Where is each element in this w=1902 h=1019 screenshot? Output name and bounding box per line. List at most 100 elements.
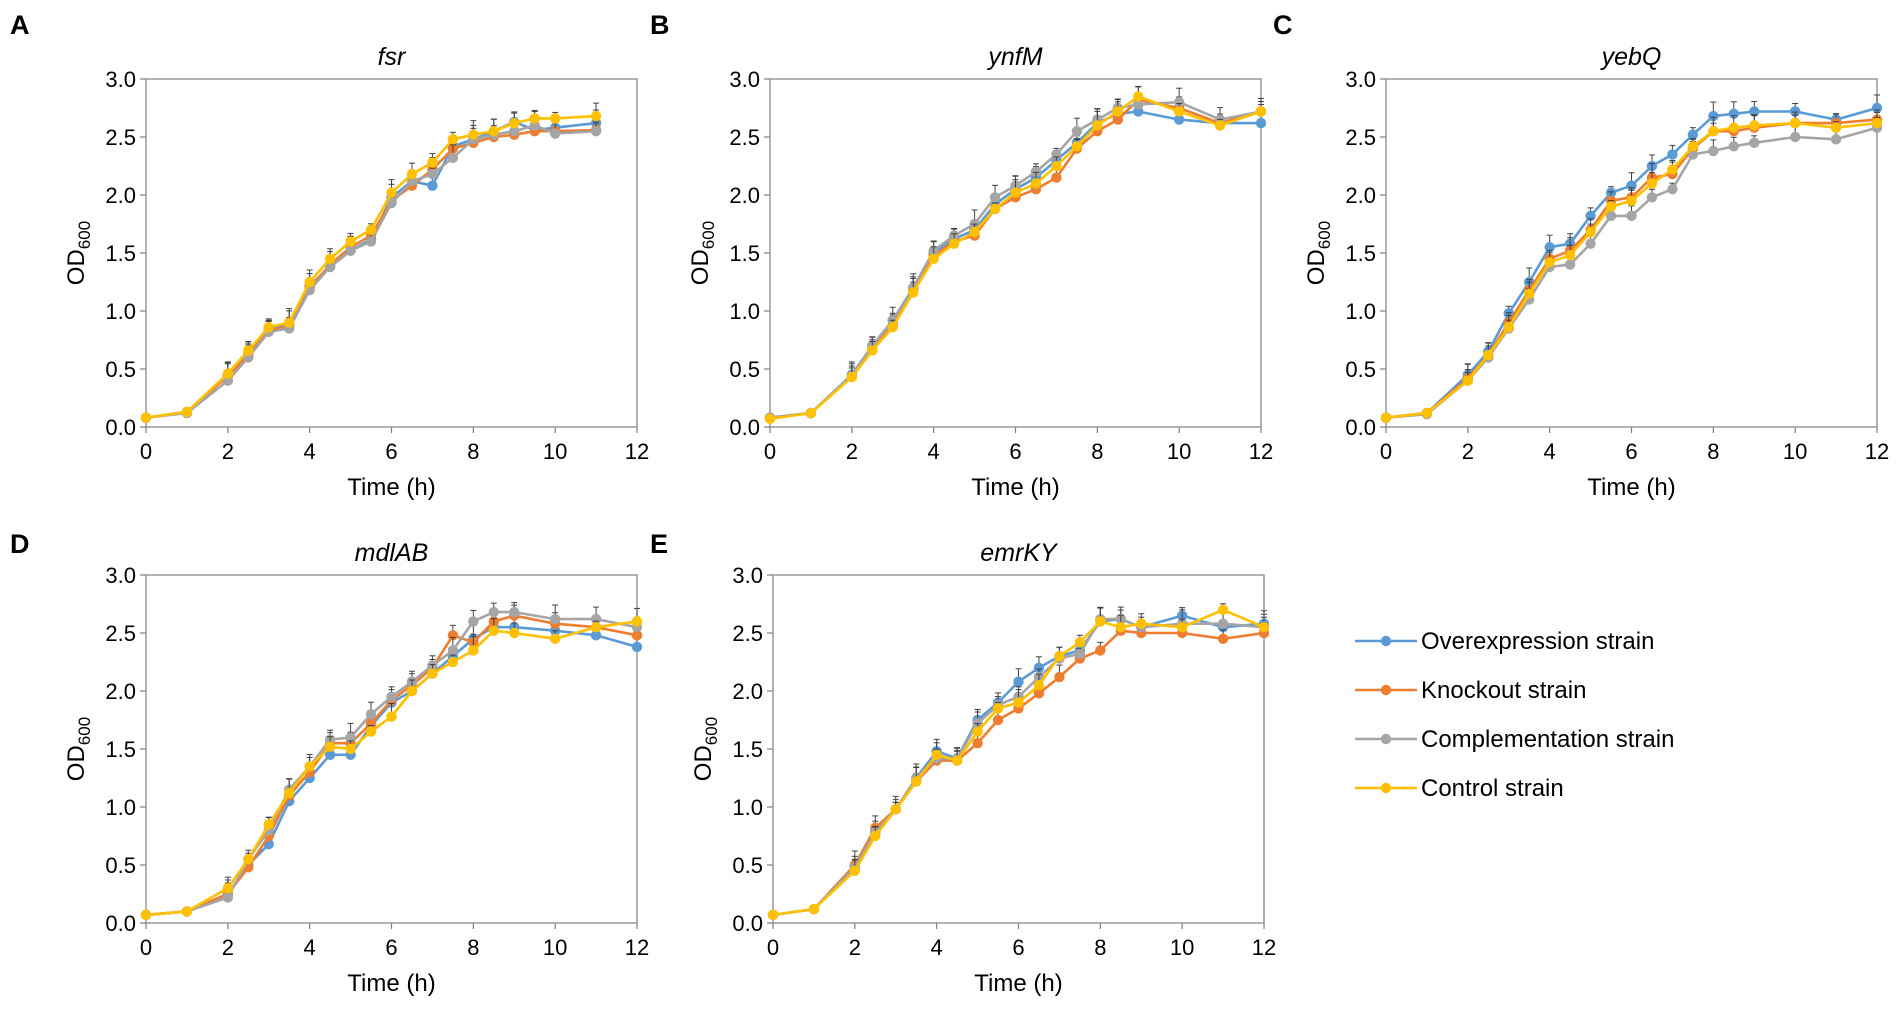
data-point <box>345 245 356 256</box>
x-tick-label: 6 <box>1009 439 1021 464</box>
x-tick-label: 8 <box>467 439 479 464</box>
data-point <box>969 226 980 238</box>
data-point <box>1585 238 1596 249</box>
data-point <box>345 743 356 755</box>
data-point <box>1728 141 1739 152</box>
data-point <box>989 192 1001 203</box>
data-point <box>324 741 336 752</box>
data-point <box>1605 201 1617 212</box>
data-point <box>1789 117 1801 129</box>
data-point <box>427 168 438 180</box>
series-control-strain <box>140 607 643 921</box>
data-point <box>488 126 499 137</box>
x-tick-label: 12 <box>625 439 649 464</box>
x-tick-label: 6 <box>385 439 397 464</box>
data-point <box>1173 97 1185 108</box>
data-point <box>951 755 963 766</box>
data-point <box>908 287 919 298</box>
data-point <box>1871 117 1883 129</box>
x-tick-label: 2 <box>846 439 858 464</box>
data-point <box>386 197 397 209</box>
data-point <box>1176 622 1188 633</box>
data-point <box>1687 149 1699 160</box>
series-line <box>769 95 1262 421</box>
data-point <box>767 909 779 921</box>
data-point <box>631 641 643 653</box>
y-tick-label: 0.5 <box>732 853 763 878</box>
data-point <box>1687 141 1699 152</box>
data-point <box>1708 126 1719 137</box>
series-line <box>145 120 597 419</box>
data-point <box>1074 637 1086 648</box>
data-point <box>549 128 561 139</box>
y-tick-label: 1.5 <box>729 241 760 266</box>
series-line <box>145 610 638 917</box>
data-point <box>222 883 234 894</box>
data-point <box>468 616 479 627</box>
data-point <box>509 627 520 639</box>
data-point <box>386 691 397 702</box>
data-point <box>365 236 377 247</box>
y-axis-label: OD600 <box>63 717 94 781</box>
data-point <box>1133 91 1144 102</box>
x-tick-label: 8 <box>1707 439 1719 464</box>
data-point <box>1462 375 1474 386</box>
x-axis-label: Time (h) <box>974 970 1062 997</box>
series-complementation-strain <box>1380 117 1883 423</box>
x-tick-label: 0 <box>1380 439 1392 464</box>
data-point <box>468 645 479 656</box>
series-line <box>145 625 638 917</box>
data-point <box>1605 210 1617 222</box>
data-point <box>1708 145 1719 157</box>
y-axis-label: OD600 <box>690 717 721 781</box>
data-point <box>1258 622 1270 633</box>
data-point <box>1133 99 1144 110</box>
x-tick-label: 10 <box>1170 935 1194 960</box>
data-point <box>989 203 1001 215</box>
series-complementation-strain <box>767 607 1270 921</box>
legend-label: Knockout strain <box>1421 677 1586 704</box>
y-tick-label: 2.5 <box>105 621 136 646</box>
data-point <box>1255 106 1267 117</box>
data-point <box>1646 192 1658 203</box>
y-axis-label-main: OD <box>63 249 90 285</box>
data-point <box>222 368 234 379</box>
data-point <box>1789 106 1801 117</box>
data-point <box>365 224 377 235</box>
data-point <box>1830 122 1842 133</box>
y-tick-label: 0.5 <box>1345 357 1376 382</box>
data-point <box>590 630 602 641</box>
y-tick-label: 1.0 <box>1345 299 1376 324</box>
data-point <box>867 345 878 356</box>
data-point <box>1054 671 1065 683</box>
data-point <box>1830 134 1842 145</box>
x-tick-label: 10 <box>543 439 567 464</box>
x-tick-label: 6 <box>385 935 397 960</box>
x-tick-label: 10 <box>543 935 567 960</box>
data-point <box>386 711 397 722</box>
y-axis-label: OD600 <box>687 221 718 285</box>
series-complementation-strain <box>140 602 643 921</box>
x-tick-label: 4 <box>304 935 316 960</box>
data-point <box>1173 114 1185 125</box>
panel-letter: E <box>650 529 668 559</box>
series-control-strain <box>764 85 1267 425</box>
data-point <box>948 238 960 249</box>
x-tick-label: 10 <box>1783 439 1807 464</box>
data-point <box>488 625 499 636</box>
legend-item-control-strain: Control strain <box>1355 775 1564 802</box>
series-line <box>1385 121 1878 419</box>
y-axis-label-subscript: 600 <box>75 221 94 249</box>
series-line <box>772 617 1265 917</box>
series-line <box>769 98 1262 419</box>
y-tick-label: 0.0 <box>105 415 136 440</box>
data-point <box>284 787 295 799</box>
y-tick-label: 0.5 <box>105 357 136 382</box>
data-point <box>181 906 193 917</box>
series-line <box>772 608 1265 917</box>
data-point <box>1173 106 1185 117</box>
plot-frame <box>772 574 1265 924</box>
y-tick-label: 2.0 <box>1345 183 1376 208</box>
data-point <box>1626 195 1637 206</box>
